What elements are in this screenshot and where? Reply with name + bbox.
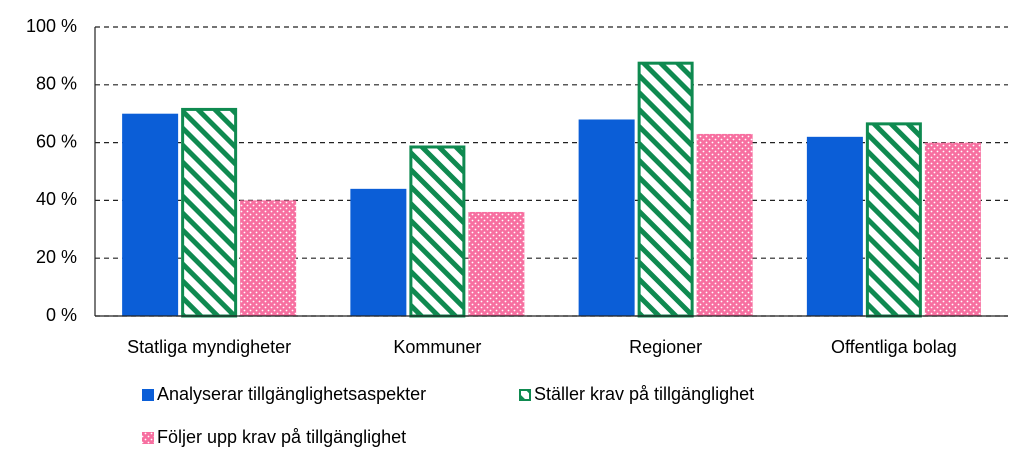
bar bbox=[240, 200, 297, 316]
bar bbox=[122, 113, 179, 316]
legend-swatch bbox=[142, 432, 154, 444]
y-tick-label: 80 % bbox=[36, 74, 77, 94]
bar bbox=[350, 188, 407, 316]
bar bbox=[181, 107, 238, 318]
y-tick-label: 40 % bbox=[36, 189, 77, 209]
legend-label: Analyserar tillgänglighetsaspekter bbox=[157, 384, 426, 404]
x-tick-label: Statliga myndigheter bbox=[127, 337, 291, 357]
x-tick-label: Regioner bbox=[629, 337, 702, 357]
y-tick-label: 20 % bbox=[36, 247, 77, 267]
y-tick-label: 100 % bbox=[26, 16, 77, 36]
legend-label: Följer upp krav på tillgänglighet bbox=[157, 427, 406, 447]
x-tick-label: Kommuner bbox=[393, 337, 481, 357]
bar bbox=[696, 133, 753, 316]
bar bbox=[924, 142, 981, 316]
x-tick-label: Offentliga bolag bbox=[831, 337, 957, 357]
bar bbox=[468, 211, 525, 316]
legend-swatch bbox=[142, 389, 154, 401]
legend-label: Ställer krav på tillgänglighet bbox=[534, 384, 754, 404]
bar bbox=[637, 61, 694, 318]
y-tick-label: 60 % bbox=[36, 131, 77, 151]
legend-swatch bbox=[519, 389, 531, 401]
bar bbox=[578, 119, 635, 316]
bar bbox=[806, 136, 863, 316]
bar bbox=[409, 145, 466, 318]
bar bbox=[865, 122, 922, 318]
y-tick-label: 0 % bbox=[46, 305, 77, 325]
